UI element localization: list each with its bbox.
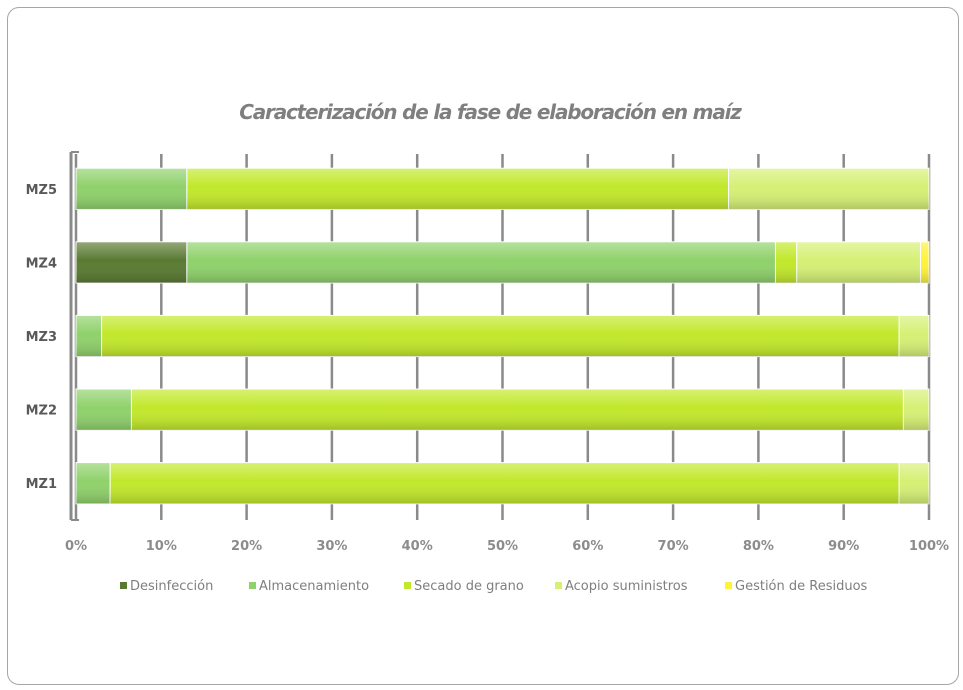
x-tick-label: 40% xyxy=(402,539,433,554)
bars xyxy=(75,167,930,505)
bar-segment-shade xyxy=(131,388,904,431)
x-tick-label: 50% xyxy=(487,539,518,554)
legend-swatch xyxy=(249,582,256,589)
category-labels: MZ1 MZ2 MZ3 MZ4 MZ5 xyxy=(26,183,57,492)
chart-title: Caracterización de la fase de elaboració… xyxy=(239,100,742,124)
bar-segment-shade xyxy=(728,168,929,210)
x-tick-label: 80% xyxy=(743,539,774,554)
bar-segment-shade xyxy=(186,168,729,210)
x-tick-label: 20% xyxy=(231,539,262,554)
category-label: MZ4 xyxy=(26,256,57,271)
x-tick-label: 30% xyxy=(316,539,347,554)
category-label: MZ1 xyxy=(26,477,57,492)
category-label: MZ2 xyxy=(26,404,57,419)
legend-label: Desinfección xyxy=(130,579,213,594)
x-tick-label: 70% xyxy=(658,539,689,554)
bar-segment-shade xyxy=(110,462,900,504)
legend-label: Acopio suministros xyxy=(565,579,688,594)
x-tick-label: 10% xyxy=(146,539,177,554)
category-axis xyxy=(69,151,79,521)
legend-label: Secado de grano xyxy=(414,579,524,594)
bar-segment-shade xyxy=(920,241,929,284)
category-label: MZ3 xyxy=(26,330,57,345)
bar-segment-shade xyxy=(76,168,187,210)
bar-segment-shade xyxy=(76,241,187,284)
x-tick-label: 100% xyxy=(909,539,949,554)
bar-segment-shade xyxy=(186,241,776,284)
bar-segment-shade xyxy=(899,315,929,357)
bar-segment-shade xyxy=(101,315,900,357)
x-tick-labels: 0% 10% 20% 30% 40% 50% 60% 70% 80% 90% 100% xyxy=(65,539,949,554)
bar-segment-shade xyxy=(76,388,132,431)
bar-segment-shade xyxy=(76,315,102,357)
legend-swatch xyxy=(555,582,562,589)
x-tick-label: 60% xyxy=(572,539,603,554)
bar-segment-shade xyxy=(775,241,797,284)
legend: Desinfección Almacenamiento Secado de gran… xyxy=(120,579,868,594)
bar-segment-shade xyxy=(903,388,929,431)
bar-segment-shade xyxy=(899,462,929,504)
x-tick-label: 90% xyxy=(828,539,859,554)
legend-label: Almacenamiento xyxy=(259,579,369,594)
x-tick-label: 0% xyxy=(65,539,87,554)
bar-segment-shade xyxy=(796,241,921,284)
legend-swatch xyxy=(120,582,127,589)
category-label: MZ5 xyxy=(26,183,57,198)
bar-segment-shade xyxy=(76,462,111,504)
legend-label: Gestión de Residuos xyxy=(735,579,868,594)
legend-swatch xyxy=(725,582,732,589)
legend-swatch xyxy=(404,582,411,589)
